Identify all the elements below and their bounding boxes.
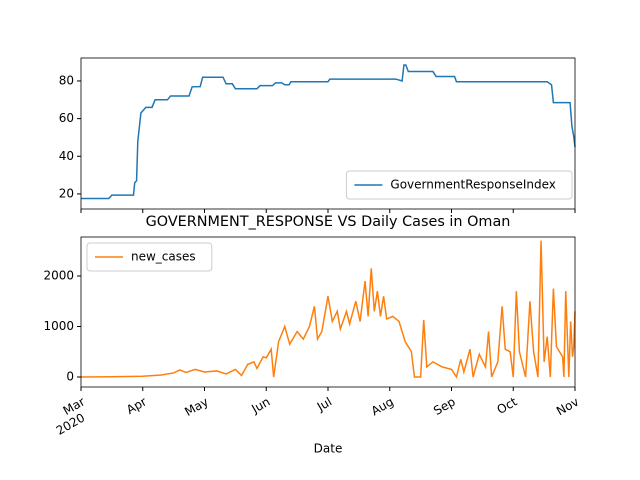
x-axis-label: Date	[314, 442, 343, 456]
x-tick-label: Jul	[314, 395, 334, 415]
legend-box	[86, 242, 213, 272]
x-tick-label: Aug	[369, 395, 396, 419]
y-tick-label: 20	[59, 186, 74, 200]
x-tick-label: Oct	[495, 394, 520, 417]
y-tick-label: 60	[59, 111, 74, 125]
legend-label: GovernmentResponseIndex	[390, 178, 556, 192]
chart-title: GOVERNMENT_RESPONSE VS Daily Cases in Om…	[146, 214, 511, 230]
x-tick-label: Apr	[124, 394, 149, 417]
y-tick-label: 80	[59, 73, 74, 87]
data-line	[81, 64, 576, 200]
axes-frame	[80, 57, 576, 210]
y-tick-label: 0	[66, 370, 74, 384]
legend: GovernmentResponseIndex	[345, 170, 573, 200]
x-tick-label: May	[182, 395, 210, 420]
legend-box	[345, 170, 573, 200]
y-tick-label: 2000	[43, 268, 74, 282]
y-tick-label: 40	[59, 149, 74, 163]
y-tick-label: 1000	[43, 319, 74, 333]
data-line	[80, 240, 576, 379]
x-tick-label: Sep	[431, 395, 458, 418]
legend: new_cases	[86, 242, 213, 272]
legend-label: new_cases	[131, 250, 196, 264]
axes-frame	[80, 236, 576, 388]
x-tick-label: Nov	[554, 395, 581, 419]
x-tick-label: Jun	[248, 395, 272, 417]
